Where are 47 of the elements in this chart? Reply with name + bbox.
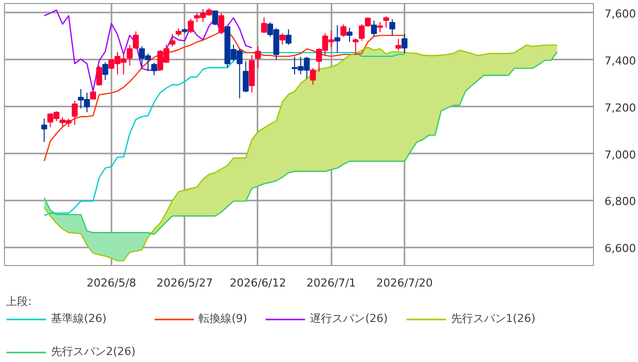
candlestick <box>395 38 402 52</box>
candlestick <box>132 30 139 50</box>
y-tick-label: 7,600 <box>604 7 636 20</box>
legend-label: 基準線(26) <box>51 311 107 326</box>
line-series <box>44 51 558 235</box>
candlestick <box>340 24 346 38</box>
x-tick-label: 2026/7/1 <box>306 276 356 290</box>
x-tick-label: 2026/7/20 <box>376 276 433 290</box>
x-tick-label: 2026/6/12 <box>230 276 286 290</box>
y-tick-label: 7,400 <box>604 54 636 68</box>
legend-label: 先行スパン1(26) <box>450 311 536 326</box>
y-tick-label: 6,600 <box>604 242 636 256</box>
candlestick <box>188 18 194 34</box>
legend-label: 先行スパン2(26) <box>51 344 136 359</box>
candlestick <box>334 24 340 54</box>
x-tick-label: 2026/5/8 <box>86 276 136 290</box>
candlestick <box>377 22 384 33</box>
candlestick <box>310 68 316 86</box>
candlestick <box>102 62 108 81</box>
candlestick <box>389 18 396 36</box>
line-series <box>44 9 252 92</box>
candlestick <box>242 60 249 93</box>
candlestick <box>218 12 224 34</box>
y-tick-label: 6,800 <box>604 195 636 208</box>
candlestick <box>72 100 78 126</box>
candlestick <box>41 118 48 143</box>
candlestick <box>279 32 286 46</box>
candlestick <box>170 34 176 47</box>
y-tick-label: 7,200 <box>604 101 636 114</box>
candlestick <box>126 44 133 66</box>
x-tick-label: 2026/5/27 <box>156 276 213 290</box>
candlestick <box>151 62 158 76</box>
legend-label: 遅行スパン(26) <box>310 311 388 326</box>
candlestick <box>286 28 292 46</box>
line-series <box>44 44 558 262</box>
candlestick <box>255 46 261 69</box>
candlestick <box>383 16 390 28</box>
candlestick <box>371 20 377 37</box>
y-tick-label: 7,000 <box>604 148 636 162</box>
candlestick <box>96 65 102 86</box>
candlestick <box>346 27 352 42</box>
legend-title: 上段: <box>6 294 33 309</box>
candlestick <box>212 10 218 26</box>
legend-label: 転換線(9) <box>198 311 248 326</box>
candlestick <box>402 33 408 54</box>
candlestick <box>261 16 267 34</box>
candlestick <box>352 38 359 56</box>
